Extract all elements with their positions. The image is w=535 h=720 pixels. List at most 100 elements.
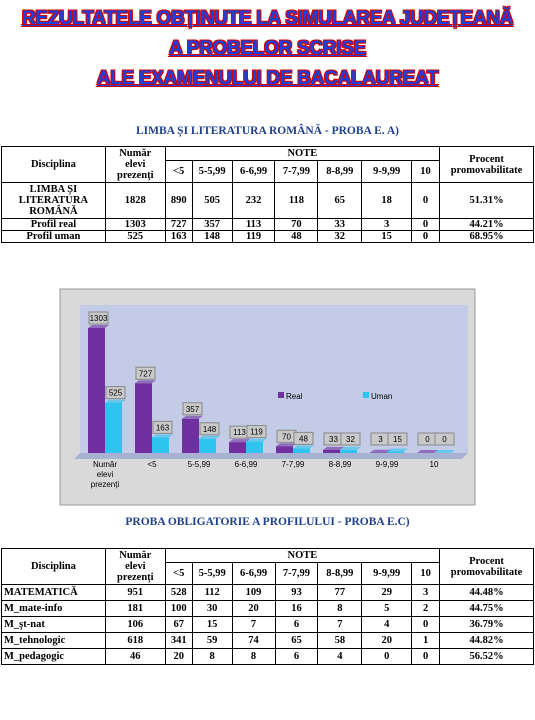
cell: LIMBA ȘI LITERATURA ROMÂNĂ — [1, 182, 106, 219]
cell: 44.82% — [439, 632, 534, 649]
legend-label: Uman — [371, 392, 392, 401]
data-label: 119 — [250, 428, 263, 437]
cell: 65 — [317, 182, 363, 219]
header-cell: Disciplina — [1, 146, 106, 183]
header-cell: Număr elevi prezenți — [104, 146, 166, 183]
cell: 0 — [411, 648, 441, 665]
bar-top — [152, 434, 173, 438]
cell: 46 — [104, 648, 166, 665]
cell: 51.31% — [439, 182, 534, 219]
data-label: 113 — [233, 428, 246, 437]
x-tick-label: <5 — [147, 460, 157, 469]
cell: M_şt-nat — [1, 616, 106, 633]
cell: 16 — [274, 600, 319, 617]
data-table: Disciplina Număr elevi prezenți NOTE Procen… — [1, 548, 534, 665]
data-row: M_pedagogic 46 20 8 8 6 4 0 0 56.52% — [1, 648, 534, 665]
header-cell: 6-6,99 — [231, 562, 276, 585]
cell: 6 — [274, 616, 319, 633]
data-label-box — [370, 432, 391, 446]
header-cell: 9-9,99 — [361, 160, 413, 183]
chart-frame — [59, 288, 476, 506]
header-cell: 9-9,99 — [361, 562, 413, 585]
data-label: 0 — [425, 435, 430, 444]
header-cell: 7-7,99 — [274, 160, 319, 183]
cell: 4 — [317, 648, 363, 665]
data-label-box — [105, 386, 126, 400]
cell: M_pedagogic — [1, 648, 106, 665]
cell: 56.52% — [439, 648, 534, 665]
cell: 20 — [231, 600, 276, 617]
cell: 505 — [191, 182, 233, 219]
legend-swatch — [363, 392, 369, 398]
header-cell: 5-5,99 — [191, 562, 233, 585]
bar-top — [370, 449, 391, 453]
cell: 106 — [104, 616, 166, 633]
header-cell: 5-5,99 — [191, 160, 233, 183]
cell: Profil real — [1, 218, 106, 231]
cell: 67 — [164, 616, 193, 633]
title-line: REZULTATELE OBȚINUTE LA SIMULAREA JUDEȚE… — [21, 8, 514, 29]
cell: 4 — [361, 616, 413, 633]
cell: 29 — [361, 584, 413, 601]
bar — [387, 451, 404, 453]
header-row: Disciplina Număr elevi prezenți NOTE Procen… — [1, 548, 534, 585]
data-row: Profil real 1303 727 357 113 70 33 3 0 44.21% — [1, 218, 534, 231]
floor — [74, 453, 468, 459]
cell: 727 — [164, 218, 193, 231]
bar — [135, 383, 152, 453]
cell: 100 — [164, 600, 193, 617]
data-label-box — [293, 431, 314, 445]
section-title: LIMBA ȘI LITERATURA ROMÂNĂ - PROBA E. A) — [135, 125, 400, 137]
title-line: ALE EXAMENULUI DE BACALAUREAT — [96, 68, 439, 89]
cell: 70 — [274, 218, 319, 231]
data-row: M_şt-nat 106 67 15 7 6 7 4 0 36.79% — [1, 616, 534, 633]
cell: 74 — [231, 632, 276, 649]
cell: 20 — [361, 632, 413, 649]
bar-top — [434, 450, 455, 453]
cell: 1828 — [104, 182, 166, 219]
data-row: Profil uman 525 163 148 119 48 32 15 0 68.95% — [1, 230, 534, 243]
data-row: LIMBA ȘI LITERATURA ROMÂNĂ 1828 890 505 232 1… — [1, 182, 534, 219]
cell: 181 — [104, 600, 166, 617]
cell: 93 — [274, 584, 319, 601]
cell: M_tehnologic — [1, 632, 106, 649]
x-tick-label: 10 — [430, 460, 439, 469]
header-row: <5 5-5,99 6-6,99 7-7,99 8-8,99 9-9,99 10 — [2, 562, 534, 585]
cell: 119 — [231, 230, 276, 243]
legend-label: Real — [286, 392, 303, 401]
x-tick-label: 6-6,99 — [235, 460, 258, 469]
header-cell: 10 — [411, 562, 441, 585]
cell: 30 — [191, 600, 233, 617]
data-label-box — [276, 429, 297, 443]
data-label-box — [323, 432, 344, 446]
cell: 163 — [164, 230, 193, 243]
bar — [323, 449, 340, 453]
cell: 3 — [361, 218, 413, 231]
bar — [182, 418, 199, 453]
header-row: Disciplina Număr elevi prezenți NOTE Procen… — [1, 146, 534, 183]
header-cell: 7-7,99 — [274, 562, 319, 585]
header-cell: 6-6,99 — [231, 160, 276, 183]
cell: 0 — [411, 230, 440, 243]
data-label-box — [387, 432, 408, 446]
section-title: PROBA OBLIGATORIE A PROFILULUI - PROBA E… — [125, 516, 410, 528]
bar — [246, 441, 263, 453]
legend-swatch — [278, 392, 284, 398]
cell: 341 — [164, 632, 193, 649]
bar-top — [276, 443, 297, 447]
data-label: 148 — [203, 425, 217, 434]
header-cell: 8-8,99 — [317, 562, 363, 585]
cell: 232 — [231, 182, 276, 219]
bar-top — [135, 380, 156, 384]
bar-top — [105, 399, 126, 403]
cell: 18 — [361, 182, 413, 219]
cell: 58 — [317, 632, 363, 649]
bar-top — [88, 325, 109, 328]
data-row: M_tehnologic 618 341 59 74 65 58 20 1 44.82% — [1, 632, 534, 649]
header-cell: 8-8,99 — [317, 160, 363, 183]
bar-top — [293, 445, 314, 449]
cell: 68.95% — [439, 230, 534, 243]
header-cell: Număr elevi prezenți — [104, 548, 166, 585]
cell: 0 — [411, 616, 441, 633]
